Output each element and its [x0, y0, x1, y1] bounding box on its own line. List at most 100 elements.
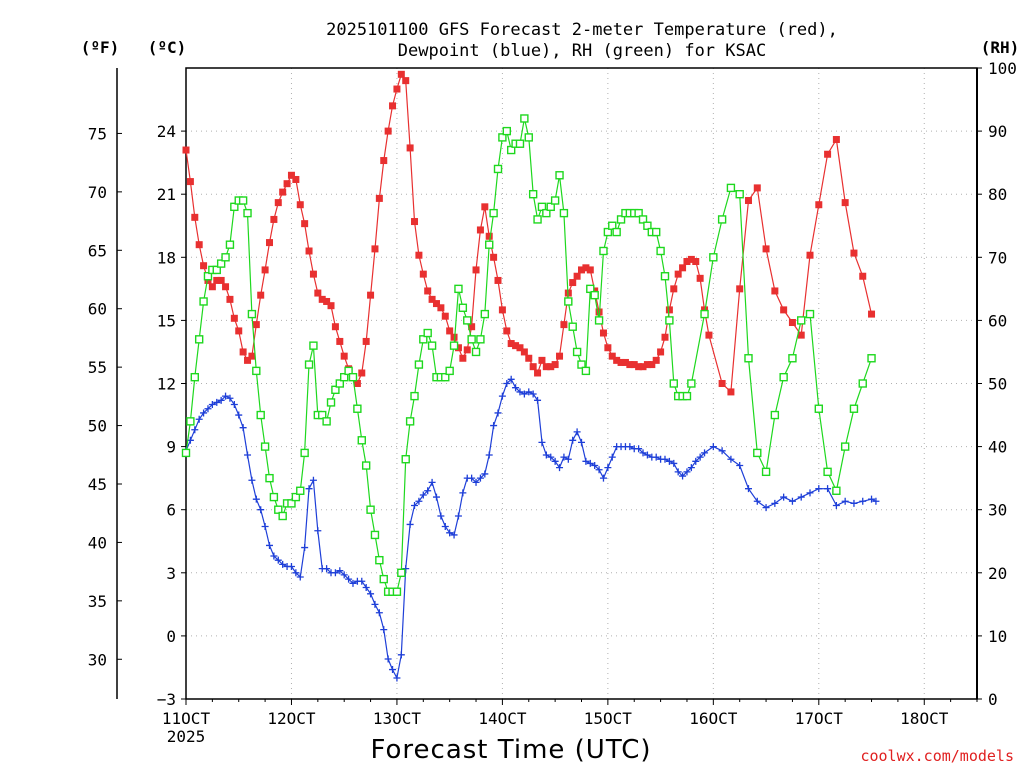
- dewpoint-point: [406, 520, 414, 528]
- relative-humidity-point: [340, 372, 349, 382]
- rh-tick-label: 40: [988, 438, 1007, 457]
- relative-humidity-point: [840, 442, 850, 451]
- dewpoint-point: [529, 390, 537, 398]
- relative-humidity-point: [805, 309, 815, 319]
- relative-humidity-point: [335, 379, 345, 388]
- relative-humidity-point: [687, 379, 696, 388]
- relative-humidity-point: [643, 221, 652, 230]
- 2-meter-temperature-point: [621, 358, 629, 366]
- 2-meter-temperature-point: [244, 356, 252, 364]
- relative-humidity-point: [296, 486, 305, 495]
- relative-humidity-point: [243, 208, 252, 218]
- dewpoint-point: [503, 380, 511, 387]
- rh-tick-label: 30: [988, 501, 1007, 520]
- fahrenheit-tick-label: 55: [88, 358, 107, 377]
- 2-meter-temperature-point: [301, 220, 309, 228]
- dewpoint-point: [604, 464, 612, 472]
- 2-meter-temperature-point: [393, 85, 401, 93]
- relative-humidity-point: [502, 126, 511, 136]
- rh-tick-label: 80: [988, 185, 1007, 204]
- dewpoint-point: [683, 468, 691, 476]
- relative-humidity-point: [445, 366, 454, 376]
- dewpoint-point: [481, 470, 489, 478]
- dewpoint-point: [384, 655, 392, 663]
- 2-meter-temperature-point: [406, 144, 414, 152]
- 2-meter-temperature-point: [353, 380, 361, 387]
- 2-meter-temperature-point: [362, 337, 370, 345]
- relative-humidity-point: [230, 202, 239, 212]
- relative-humidity-point: [212, 265, 221, 275]
- relative-humidity-point: [770, 410, 780, 420]
- dewpoint-point: [498, 392, 506, 400]
- relative-humidity-point: [832, 486, 841, 495]
- 2-meter-temperature-point: [797, 331, 805, 339]
- dewpoint-point: [270, 552, 278, 560]
- rh-tick-label: 100: [988, 59, 1017, 78]
- 2-meter-temperature-point: [235, 327, 243, 335]
- relative-humidity-point: [441, 372, 450, 382]
- 2-meter-temperature-point: [336, 337, 344, 345]
- dewpoint-point: [744, 485, 752, 493]
- data-series: [181, 70, 880, 682]
- dewpoint-point: [349, 579, 357, 587]
- relative-humidity-point: [577, 360, 586, 369]
- relative-humidity-point: [586, 284, 595, 294]
- relative-humidity-point: [190, 372, 199, 382]
- 2-meter-temperature-point: [450, 333, 458, 341]
- relative-humidity-point: [506, 145, 516, 155]
- 2-meter-temperature-point: [182, 146, 190, 154]
- 2-meter-temperature-point: [578, 266, 585, 274]
- 2-meter-temperature-line: [185, 72, 873, 394]
- 2-meter-temperature-point: [696, 274, 704, 282]
- dewpoint-point: [226, 394, 234, 402]
- dewpoint-point: [824, 485, 832, 493]
- relative-humidity-point: [353, 404, 362, 413]
- fahrenheit-tick-label: 60: [88, 300, 107, 319]
- 2-meter-temperature-point: [520, 348, 528, 356]
- relative-humidity-point: [357, 436, 366, 445]
- relative-humidity-point: [568, 322, 577, 331]
- dewpoint-point: [411, 501, 419, 509]
- relative-humidity-point: [849, 404, 859, 413]
- relative-humidity-point: [247, 309, 257, 319]
- dewpoint-point: [340, 571, 348, 579]
- 2-meter-temperature-point: [481, 203, 489, 211]
- 2-meter-temperature-point: [389, 102, 397, 110]
- celsius-tick-label: 15: [157, 311, 176, 330]
- celsius-tick-label: 6: [166, 501, 176, 520]
- credit-text: coolwx.com/models: [860, 747, 1014, 765]
- relative-humidity-point: [709, 253, 718, 262]
- relative-humidity-point: [603, 227, 613, 237]
- 2-meter-temperature-point: [683, 258, 691, 266]
- relative-humidity-point: [463, 316, 472, 325]
- relative-humidity-point: [652, 227, 661, 237]
- dewpoint-point: [309, 476, 317, 484]
- 2-meter-temperature-point: [569, 279, 577, 287]
- dewpoint-point: [608, 453, 616, 461]
- dewpoint-point: [692, 457, 700, 465]
- relative-humidity-point: [181, 448, 191, 458]
- dewpoint-point: [217, 396, 225, 404]
- 2-meter-temperature-point: [529, 363, 537, 371]
- relative-humidity-point: [379, 574, 388, 584]
- dewpoint-point: [331, 569, 339, 577]
- dewpoint-point: [709, 443, 717, 451]
- relative-humidity-point: [559, 208, 569, 218]
- relative-humidity-point: [761, 467, 771, 477]
- 2-meter-temperature-point: [441, 312, 449, 320]
- 2-meter-temperature-point: [217, 276, 225, 284]
- 2-meter-temperature-point: [384, 127, 392, 135]
- relative-humidity-point: [326, 398, 336, 407]
- dewpoint-point: [542, 451, 550, 459]
- relative-humidity-point: [221, 253, 230, 262]
- relative-humidity-point: [612, 227, 621, 237]
- 2-meter-temperature-point: [419, 270, 427, 278]
- relative-humidity-point: [458, 303, 468, 312]
- dewpoint-point: [336, 567, 344, 575]
- dewpoint-point: [652, 453, 660, 461]
- relative-humidity-point: [370, 530, 380, 540]
- relative-humidity-point: [682, 391, 692, 401]
- 2-meter-temperature-point: [841, 199, 849, 207]
- 2-meter-temperature-point: [639, 363, 647, 371]
- relative-humidity-point: [867, 354, 876, 363]
